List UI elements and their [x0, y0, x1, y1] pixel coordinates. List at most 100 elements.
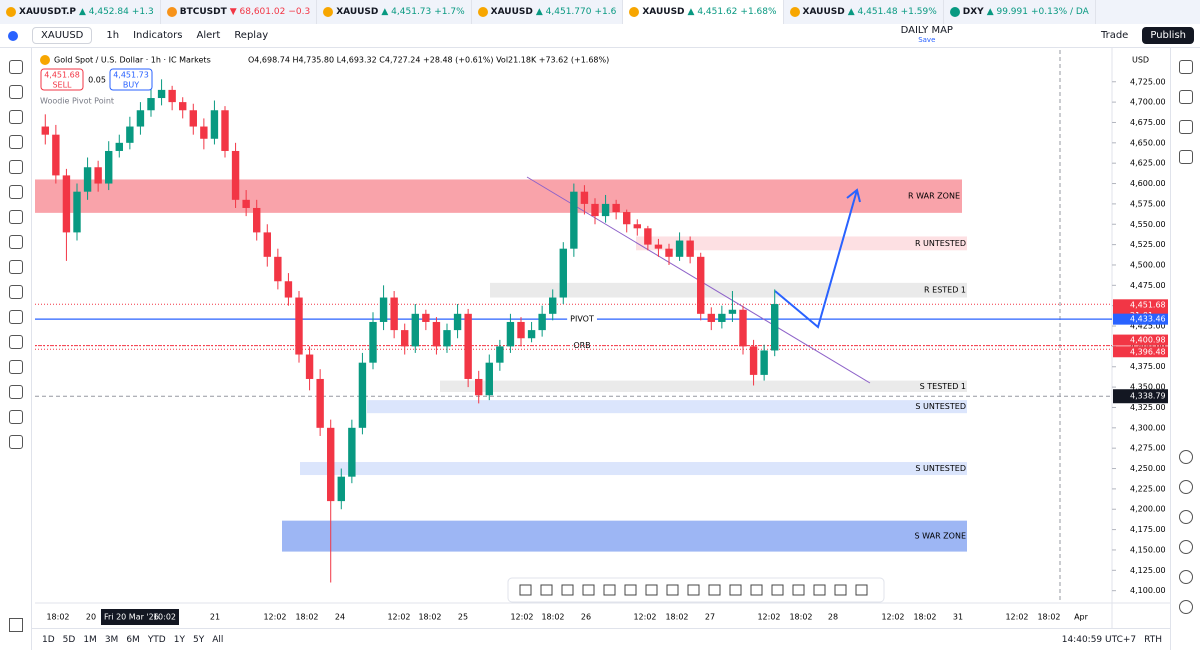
floating-tool[interactable] — [603, 584, 616, 596]
tool-icon[interactable] — [1179, 570, 1193, 584]
tab[interactable]: XAUUSD ▲ 4,451.770 +1.6 — [472, 0, 624, 24]
candle-body — [496, 346, 504, 363]
candle-body — [644, 228, 652, 245]
candle-body — [52, 134, 60, 176]
range-button[interactable]: YTD — [147, 634, 166, 645]
tab[interactable]: XAUUSD ▲ 4,451.62 +1.68% — [623, 0, 784, 24]
floating-tool[interactable] — [540, 584, 553, 596]
candle-body — [253, 207, 261, 233]
tool-icon[interactable] — [1179, 600, 1193, 614]
tool-icon[interactable] — [9, 260, 23, 274]
x-tick-label: 12:02 — [1005, 613, 1028, 622]
tool-icon[interactable] — [9, 185, 23, 199]
tool-icon[interactable] — [1179, 90, 1193, 104]
tool-icon[interactable] — [1179, 510, 1193, 524]
y-tick-label: 4,575.00 — [1130, 199, 1166, 208]
candle-body — [432, 321, 441, 347]
tool-icon[interactable] — [1179, 60, 1193, 74]
candle-body — [633, 224, 641, 229]
range-button[interactable]: 1Y — [173, 634, 185, 645]
candle-body — [453, 313, 462, 331]
range-button[interactable]: 1D — [42, 634, 55, 645]
y-tick-label: 4,300.00 — [1130, 423, 1166, 432]
tab-change: −0.3 — [288, 7, 311, 17]
tab[interactable]: XAUUSDT.P ▲ 4,452.84 +1.3 — [0, 0, 161, 24]
tool-icon[interactable] — [9, 435, 23, 449]
tab[interactable]: BTCUSDT ▼ 68,601.02 −0.3 — [161, 0, 318, 24]
x-tick-label: 18:02 — [295, 613, 318, 622]
sell-label: SELL — [52, 81, 72, 90]
tool-icon[interactable] — [9, 285, 23, 299]
tool-icon[interactable] — [9, 618, 23, 632]
tab-change: +1.3 — [131, 7, 154, 17]
tool-icon[interactable] — [9, 385, 23, 399]
floating-tool[interactable] — [771, 584, 784, 596]
tool-icon[interactable] — [1179, 150, 1193, 164]
tab-icon — [6, 7, 16, 17]
floating-tool[interactable] — [813, 584, 826, 596]
candle-body — [739, 309, 747, 347]
trade[interactable]: Trade — [1100, 30, 1129, 41]
layout-name[interactable]: DAILY MAP Save — [901, 26, 953, 45]
floating-tool[interactable] — [666, 584, 679, 596]
floating-tool[interactable] — [708, 584, 721, 596]
symbol-search[interactable]: XAUUSD — [32, 27, 93, 44]
tool-icon[interactable] — [1179, 480, 1193, 494]
floating-tool[interactable] — [687, 584, 700, 596]
candle-body — [62, 175, 71, 233]
range-button[interactable]: 5Y — [192, 634, 205, 645]
floating-tool[interactable] — [792, 584, 805, 596]
floating-tool[interactable] — [750, 584, 763, 596]
tab-change: +1.6 — [594, 7, 617, 17]
avatar[interactable] — [8, 30, 18, 41]
tool-icon[interactable] — [9, 60, 23, 74]
tool-icon[interactable] — [9, 210, 23, 224]
floating-tool[interactable] — [834, 584, 847, 596]
floating-tool[interactable] — [624, 584, 637, 596]
tool-icon[interactable] — [9, 85, 23, 99]
candle-body — [242, 199, 250, 208]
tool-icon[interactable] — [1179, 540, 1193, 554]
tab[interactable]: XAUUSD ▲ 4,451.73 +1.7% — [317, 0, 472, 24]
range-button[interactable]: All — [212, 634, 224, 645]
tab[interactable]: DXY ▲ 99.991 +0.13% / DA — [944, 0, 1096, 24]
tool-icon[interactable] — [9, 160, 23, 174]
floating-tool[interactable] — [561, 584, 574, 596]
candle-body — [527, 330, 536, 339]
range-button[interactable]: 6M — [126, 634, 140, 645]
floating-tool[interactable] — [855, 584, 868, 596]
interval[interactable]: 1h — [106, 30, 120, 41]
range-button[interactable]: 5D — [62, 634, 76, 645]
publish[interactable]: Publish — [1142, 27, 1194, 44]
x-tick-label: 12:02 — [387, 613, 410, 622]
tool-icon[interactable] — [1179, 450, 1193, 464]
alert[interactable]: Alert — [196, 30, 221, 41]
tab[interactable]: XAUUSD ▲ 4,451.48 +1.59% — [784, 0, 944, 24]
candle-body — [157, 89, 166, 99]
tool-icon[interactable] — [9, 135, 23, 149]
tool-icon[interactable] — [1179, 120, 1193, 134]
tab-price: ▲ 4,451.770 — [535, 7, 592, 17]
floating-tool[interactable] — [645, 584, 658, 596]
x-tick-label: 20 — [86, 613, 96, 622]
candle-body — [422, 313, 430, 322]
candle-body — [686, 240, 694, 257]
tool-icon[interactable] — [9, 335, 23, 349]
floating-tool[interactable] — [582, 584, 595, 596]
candle-body — [231, 150, 240, 200]
floating-tool[interactable] — [519, 584, 532, 596]
replay[interactable]: Replay — [234, 30, 269, 41]
session[interactable]: RTH — [1144, 634, 1162, 645]
candle-body — [612, 203, 620, 213]
indicators[interactable]: Indicators — [133, 30, 183, 41]
range-button[interactable]: 3M — [104, 634, 119, 645]
tool-icon[interactable] — [9, 235, 23, 249]
floating-tool[interactable] — [729, 584, 742, 596]
tool-icon[interactable] — [9, 360, 23, 374]
tool-icon[interactable] — [9, 410, 23, 424]
tool-icon[interactable] — [9, 310, 23, 324]
range-button[interactable]: 1M — [83, 634, 97, 645]
price-label: 4,400.98 — [1130, 336, 1166, 345]
tool-icon[interactable] — [9, 110, 23, 124]
candle-body — [316, 378, 324, 428]
